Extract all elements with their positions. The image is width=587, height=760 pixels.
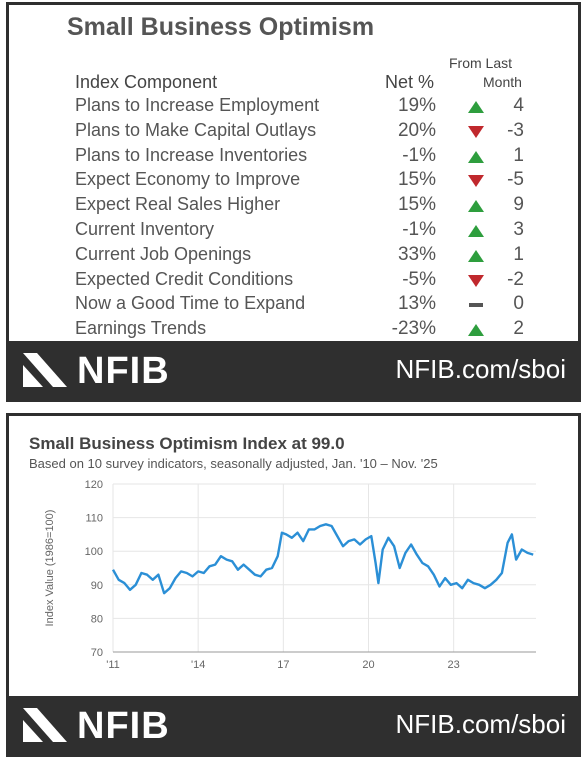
net-percent: -1% <box>402 219 436 240</box>
net-percent: -23% <box>391 318 436 340</box>
column-header-component: Index Component <box>75 72 218 92</box>
component-label: Plans to Increase Inventories <box>75 144 308 165</box>
component-label: Expect Real Sales Higher <box>75 194 281 215</box>
footer-banner: NFIB NFIB.com/sboi <box>9 696 578 754</box>
component-label: Current Inventory <box>75 219 215 239</box>
y-tick-label: 80 <box>91 613 103 625</box>
component-label: Earnings Trends <box>75 318 207 339</box>
net-percent: 20% <box>397 119 436 141</box>
logo-text: NFIB <box>77 350 170 392</box>
change-value: 1 <box>513 144 524 166</box>
table-row: Current Inventory -1% 3 <box>9 219 578 244</box>
website-link[interactable]: NFIB.com/sboi <box>395 354 567 384</box>
net-percent: -1% <box>402 144 436 166</box>
down-arrow-icon <box>468 274 484 287</box>
table-title: Small Business Optimism <box>67 13 375 41</box>
y-tick-label: 70 <box>91 647 103 659</box>
optimism-components-panel: Small Business Optimism Index Component … <box>6 2 581 402</box>
net-percent: 15% <box>397 169 436 191</box>
change-value: -5 <box>507 169 524 191</box>
change-value: 3 <box>513 219 524 240</box>
x-tick-label: '14 <box>191 659 205 671</box>
footer-banner: NFIB NFIB.com/sboi <box>9 341 578 399</box>
y-tick-label: 110 <box>85 513 103 525</box>
nfib-logo: NFIB <box>23 706 183 746</box>
chart-title: Small Business Optimism Index at 99.0 <box>29 434 345 453</box>
y-tick-label: 90 <box>91 580 103 592</box>
up-arrow-icon <box>468 150 484 163</box>
y-tick-label: 120 <box>85 479 103 491</box>
nfib-logo: NFIB <box>23 351 183 391</box>
net-percent: 19% <box>397 95 436 116</box>
up-arrow-icon <box>468 101 484 113</box>
optimism-index-chart-panel: Small Business Optimism Index at 99.0 Ba… <box>6 413 581 757</box>
component-label: Current Job Openings <box>75 243 252 264</box>
net-percent: 15% <box>397 194 436 216</box>
change-value: -3 <box>507 119 524 141</box>
nfib-logo-mark-icon <box>23 353 67 387</box>
optimism-index-line <box>111 523 534 595</box>
website-link[interactable]: NFIB.com/sboi <box>395 709 567 739</box>
component-label: Plans to Make Capital Outlays <box>75 119 317 140</box>
column-header-change-line2: Month <box>483 74 522 90</box>
up-arrow-icon <box>468 249 484 262</box>
table-row: Expected Credit Conditions -5% -2 <box>9 269 578 294</box>
net-percent: 33% <box>397 243 436 265</box>
x-tick-label: 23 <box>448 659 460 671</box>
table-row: Plans to Increase Employment 19% 4 <box>9 95 578 120</box>
x-tick-label: 20 <box>362 659 374 671</box>
line-chart: 70 80 90 100 110 120 '11 '14 17 20 23 Index Value (… <box>44 479 536 671</box>
table-row: Plans to Increase Inventories -1% 1 <box>9 145 578 170</box>
x-tick-label: '11 <box>106 659 120 671</box>
column-header-net: Net % <box>385 72 435 92</box>
table-row: Expect Real Sales Higher 15% 9 <box>9 194 578 219</box>
component-label: Expected Credit Conditions <box>75 268 294 289</box>
change-value: 4 <box>513 95 524 116</box>
component-label: Expect Economy to Improve <box>75 169 301 190</box>
change-value: 2 <box>513 318 524 340</box>
table-row: Now a Good Time to Expand 13% 0 <box>9 293 578 318</box>
flat-dash-icon <box>469 303 483 308</box>
change-value: 1 <box>513 243 524 265</box>
table-row: Earnings Trends -23% 2 <box>9 318 578 343</box>
logo-text: NFIB <box>77 705 170 747</box>
down-arrow-icon <box>468 175 484 188</box>
up-arrow-icon <box>468 324 484 337</box>
up-arrow-icon <box>468 225 484 237</box>
change-value: 9 <box>513 194 524 216</box>
table-row: Expect Economy to Improve 15% -5 <box>9 169 578 194</box>
down-arrow-icon <box>468 125 484 138</box>
x-tick-label: 17 <box>277 659 289 671</box>
change-value: 0 <box>513 293 524 315</box>
nfib-logo-mark-icon <box>23 708 67 742</box>
y-tick-label: 100 <box>85 546 103 558</box>
column-header-change-line1: From Last <box>449 55 513 71</box>
change-value: -2 <box>507 268 524 290</box>
table-row: Plans to Make Capital Outlays 20% -3 <box>9 120 578 145</box>
net-percent: -5% <box>402 268 436 290</box>
y-axis-label: Index Value (1986=100) <box>44 510 56 627</box>
up-arrow-icon <box>468 200 484 213</box>
component-label: Plans to Increase Employment <box>75 95 320 115</box>
net-percent: 13% <box>397 293 436 315</box>
table-row: Current Job Openings 33% 1 <box>9 244 578 269</box>
chart-subtitle: Based on 10 survey indicators, seasonall… <box>29 456 438 471</box>
component-label: Now a Good Time to Expand <box>75 293 306 314</box>
